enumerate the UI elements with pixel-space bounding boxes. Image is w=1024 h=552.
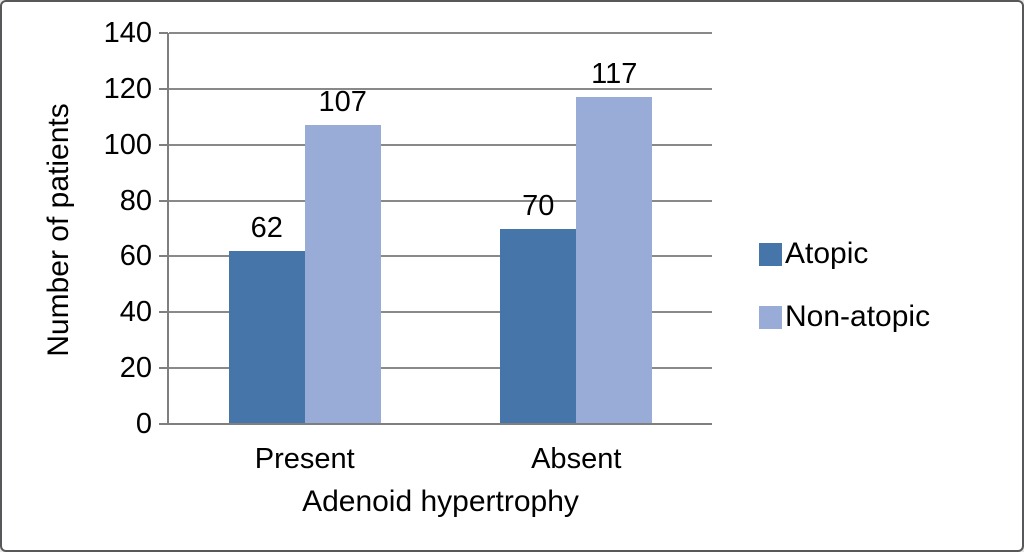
chart-legend: Atopic Non-atopic xyxy=(759,239,930,332)
legend-item-non-atopic: Non-atopic xyxy=(759,302,930,332)
y-tick-label-60: 60 xyxy=(119,240,152,273)
y-tick-0 xyxy=(159,423,168,425)
x-axis-line xyxy=(159,423,712,425)
gridline-140 xyxy=(169,32,712,34)
bar-value-label: 117 xyxy=(591,58,638,91)
bar-non-atopic-absent: 117 xyxy=(576,58,653,424)
y-tick-80 xyxy=(159,199,168,202)
y-tick-100 xyxy=(159,143,168,146)
legend-item-atopic: Atopic xyxy=(759,239,930,269)
y-tick-label-40: 40 xyxy=(119,296,152,329)
y-axis-line xyxy=(167,33,169,425)
bar-group-present: 62 107 xyxy=(228,33,381,424)
bar-value-label: 70 xyxy=(522,189,555,222)
plot-area: 62 107 70 117 xyxy=(169,32,712,424)
gridline-80 xyxy=(169,199,712,202)
gridline-20 xyxy=(169,367,712,370)
bar-value-label: 62 xyxy=(250,211,283,244)
bar-atopic-absent: 70 xyxy=(500,190,577,424)
y-tick-40 xyxy=(159,311,168,314)
bar-value-label: 107 xyxy=(318,86,367,119)
y-tick-60 xyxy=(159,255,168,258)
y-tick-140 xyxy=(159,32,168,34)
x-category-label-present: Present xyxy=(254,443,355,475)
bar-atopic-present: 62 xyxy=(228,212,305,424)
bar-non-atopic-present: 107 xyxy=(304,86,381,424)
y-tick-label-140: 140 xyxy=(103,17,152,49)
x-category-label-absent: Absent xyxy=(531,443,622,475)
y-tick-label-20: 20 xyxy=(119,352,152,385)
gridline-40 xyxy=(169,311,712,314)
gridline-60 xyxy=(169,255,712,258)
y-tick-label-0: 0 xyxy=(135,408,152,440)
gridline-100 xyxy=(169,143,712,146)
y-tick-label-120: 120 xyxy=(103,72,152,105)
legend-swatch-icon xyxy=(759,305,782,329)
bar-group-absent: 70 117 xyxy=(500,33,653,424)
legend-swatch-icon xyxy=(759,242,782,266)
y-tick-label-80: 80 xyxy=(119,184,152,217)
legend-label: Non-atopic xyxy=(785,300,931,333)
y-tick-label-100: 100 xyxy=(103,128,152,161)
gridline-120 xyxy=(169,87,712,90)
legend-label: Atopic xyxy=(785,237,869,270)
x-axis-title: Adenoid hypertrophy xyxy=(302,485,579,518)
y-tick-120 xyxy=(159,87,168,90)
y-tick-20 xyxy=(159,367,168,370)
